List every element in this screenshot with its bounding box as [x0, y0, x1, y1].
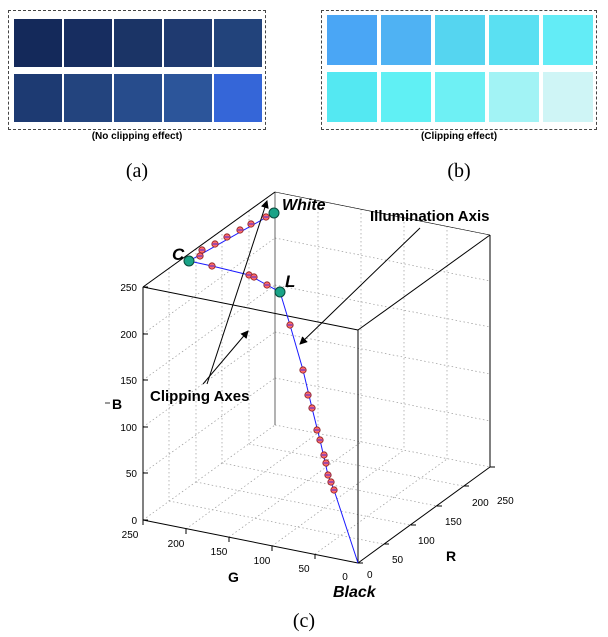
r-tick-label: 150 — [445, 517, 462, 528]
b-tick-label: 0 — [131, 516, 137, 527]
swatch-clipping — [435, 72, 485, 122]
c-label: C — [172, 245, 185, 264]
swatch-no-clipping — [114, 19, 162, 67]
r-axis-label: R — [446, 548, 456, 564]
g-tick-label: 0 — [342, 572, 348, 583]
panel-c-label: (c) — [292, 610, 316, 632]
swatch-no-clipping — [64, 19, 112, 67]
swatch-no-clipping — [164, 74, 212, 122]
swatch-clipping — [381, 72, 431, 122]
cube-box — [142, 191, 491, 564]
swatch-no-clipping — [214, 74, 262, 122]
l-point — [274, 286, 286, 298]
panel-b-label: (b) — [447, 160, 471, 182]
panel-a-caption: (No clipping effect) — [91, 131, 183, 142]
swatch-clipping — [327, 15, 377, 65]
swatch-clipping — [435, 15, 485, 65]
swatch-clipping — [327, 72, 377, 122]
illumination-axis-arrow — [299, 227, 421, 345]
illumination-axis-label: Illumination Axis — [370, 208, 489, 225]
swatch-clipping — [489, 72, 539, 122]
swatch-no-clipping — [214, 19, 262, 67]
g-tick-label: 100 — [254, 556, 271, 567]
swatch-clipping — [381, 15, 431, 65]
b-tick-label: 100 — [120, 423, 137, 434]
r-tick-label: 0 — [367, 570, 373, 581]
g-axis-label: G — [228, 569, 239, 585]
panel-a-label: (a) — [125, 160, 149, 182]
r-tick-label: 100 — [418, 536, 435, 547]
swatch-no-clipping — [114, 74, 162, 122]
swatch-no-clipping — [14, 19, 62, 67]
swatch-no-clipping — [164, 19, 212, 67]
g-tick-label: 50 — [298, 564, 310, 575]
b-tick-label: 200 — [120, 330, 137, 341]
black-label: Black — [333, 584, 377, 601]
panel-b-frame — [321, 10, 597, 130]
c-point — [183, 255, 195, 267]
r-tick-label: 250 — [497, 496, 514, 507]
swatch-no-clipping — [14, 74, 62, 122]
b-axis-label: B — [112, 396, 122, 412]
clipping-axis-arrow-lower — [202, 330, 249, 385]
tick-marks — [142, 286, 495, 564]
swatch-clipping — [543, 72, 593, 122]
panel-b-caption: (Clipping effect) — [420, 131, 498, 142]
swatch-no-clipping — [64, 74, 112, 122]
clipping-axis-arrow-upper — [206, 200, 269, 385]
swatch-clipping — [543, 15, 593, 65]
g-tick-label: 150 — [211, 547, 228, 558]
clipping-axes-label: Clipping Axes — [150, 388, 249, 405]
white-point — [268, 207, 280, 219]
white-label: White — [282, 197, 326, 214]
r-tick-label: 50 — [392, 555, 404, 566]
g-tick-label: 250 — [122, 530, 139, 541]
g-tick-label: 200 — [168, 539, 185, 550]
b-tick-label: 150 — [120, 376, 137, 387]
swatch-clipping — [489, 15, 539, 65]
panel-a-frame — [8, 10, 266, 130]
b-tick-label: 250 — [120, 283, 137, 294]
grid-lines — [142, 191, 491, 555]
b-tick-label: 50 — [126, 469, 138, 480]
r-tick-label: 200 — [472, 498, 489, 509]
l-label: L — [285, 272, 295, 291]
sample-points — [196, 213, 338, 494]
